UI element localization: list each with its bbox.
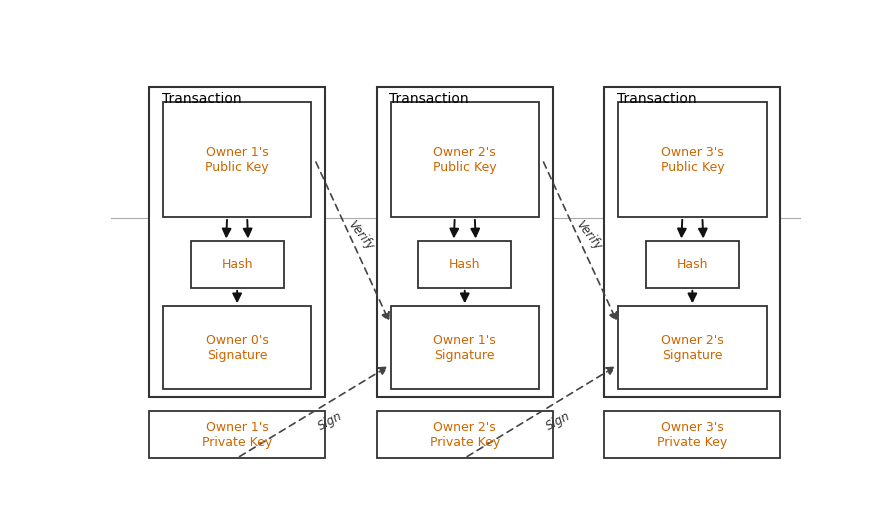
Bar bbox=[163, 306, 312, 389]
Bar bbox=[391, 306, 539, 389]
Text: Owner 3's
Public Key: Owner 3's Public Key bbox=[660, 146, 724, 174]
Text: Verify: Verify bbox=[345, 218, 376, 252]
Bar bbox=[163, 102, 312, 217]
Text: Owner 0's
Signature: Owner 0's Signature bbox=[206, 333, 269, 362]
Text: Hash: Hash bbox=[222, 258, 253, 271]
Text: Owner 1's
Public Key: Owner 1's Public Key bbox=[206, 146, 269, 174]
Bar bbox=[604, 411, 781, 458]
Text: Owner 2's
Private Key: Owner 2's Private Key bbox=[430, 421, 500, 449]
Text: Hash: Hash bbox=[449, 258, 481, 271]
Text: Owner 2's
Public Key: Owner 2's Public Key bbox=[433, 146, 497, 174]
Text: Verify: Verify bbox=[573, 218, 604, 252]
Text: Owner 1's
Signature: Owner 1's Signature bbox=[433, 333, 496, 362]
Bar bbox=[150, 87, 325, 397]
Text: Hash: Hash bbox=[676, 258, 708, 271]
Text: Owner 2's
Signature: Owner 2's Signature bbox=[661, 333, 724, 362]
Bar bbox=[619, 102, 766, 217]
Bar bbox=[418, 241, 512, 288]
Text: Transaction: Transaction bbox=[617, 92, 697, 106]
Bar bbox=[190, 241, 284, 288]
Text: Transaction: Transaction bbox=[389, 92, 469, 106]
Text: Owner 1's
Private Key: Owner 1's Private Key bbox=[202, 421, 272, 449]
Text: Transaction: Transaction bbox=[162, 92, 241, 106]
Bar bbox=[619, 306, 766, 389]
Bar bbox=[150, 411, 325, 458]
Bar bbox=[376, 87, 553, 397]
Text: Owner 3's
Private Key: Owner 3's Private Key bbox=[657, 421, 727, 449]
Bar bbox=[646, 241, 739, 288]
Text: Sign: Sign bbox=[544, 410, 572, 433]
Bar bbox=[604, 87, 781, 397]
Bar bbox=[376, 411, 553, 458]
Text: Sign: Sign bbox=[316, 410, 345, 433]
Bar bbox=[391, 102, 539, 217]
